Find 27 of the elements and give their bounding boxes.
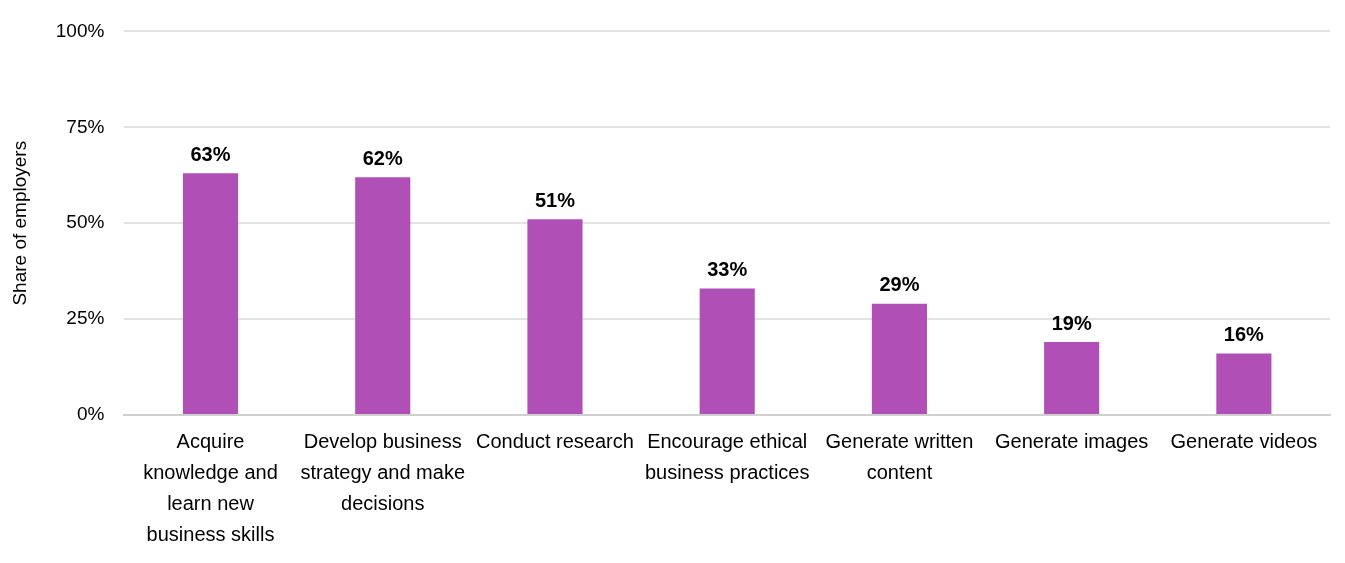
bar bbox=[527, 219, 583, 414]
x-tick-label: Develop business strategy and make decisions bbox=[300, 430, 465, 515]
y-tick-label: 75% bbox=[66, 115, 105, 137]
data-label: 33% bbox=[707, 257, 748, 280]
y-tick-label: 100% bbox=[55, 19, 105, 41]
x-tick-label: Conduct research bbox=[476, 430, 634, 453]
y-axis-title: Share of employers bbox=[8, 140, 30, 306]
y-tick-label: 25% bbox=[66, 307, 105, 329]
x-tick-label: Generate videos bbox=[1170, 430, 1318, 453]
data-label: 62% bbox=[362, 146, 403, 169]
data-label: 19% bbox=[1051, 311, 1092, 334]
x-tick-label: Encourage ethical business practices bbox=[644, 430, 810, 484]
x-tick-label: Generate images bbox=[994, 430, 1149, 453]
y-tick-label: 0% bbox=[76, 403, 105, 425]
data-label: 16% bbox=[1223, 323, 1265, 346]
bar bbox=[1216, 353, 1272, 414]
bar bbox=[699, 288, 755, 414]
data-label: 29% bbox=[879, 273, 920, 296]
x-tick-label: Acquire knowledge and learn new business skills bbox=[143, 430, 278, 546]
data-label: 51% bbox=[534, 188, 576, 211]
bar bbox=[1044, 342, 1100, 414]
y-tick-label: 50% bbox=[66, 211, 105, 233]
bar bbox=[355, 177, 411, 414]
data-label: 63% bbox=[190, 142, 231, 165]
bar bbox=[871, 303, 927, 414]
bar bbox=[182, 173, 239, 414]
x-tick-label: Generate written content bbox=[825, 430, 974, 484]
